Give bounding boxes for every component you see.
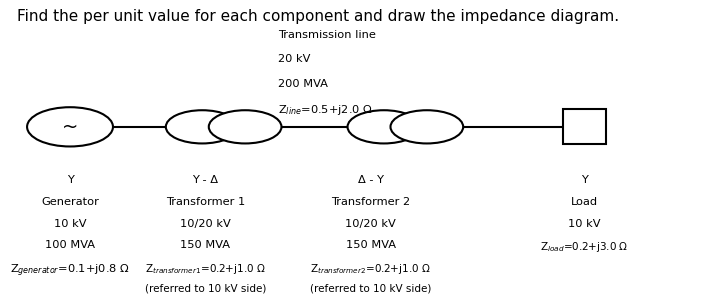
Text: Z$_{transformer1}$=0.2+j1.0 Ω: Z$_{transformer1}$=0.2+j1.0 Ω bbox=[145, 262, 266, 276]
Text: 20 kV: 20 kV bbox=[278, 54, 310, 64]
Circle shape bbox=[27, 107, 113, 146]
Circle shape bbox=[390, 110, 463, 143]
Text: 10 kV: 10 kV bbox=[568, 219, 600, 229]
Text: Load: Load bbox=[570, 197, 598, 207]
Text: Generator: Generator bbox=[41, 197, 99, 207]
Circle shape bbox=[348, 110, 420, 143]
Circle shape bbox=[209, 110, 282, 143]
Text: Y - Δ: Y - Δ bbox=[192, 175, 218, 185]
Text: ~: ~ bbox=[62, 117, 78, 136]
Text: 200 MVA: 200 MVA bbox=[278, 79, 328, 88]
Text: 10/20 kV: 10/20 kV bbox=[346, 219, 396, 229]
Text: 150 MVA: 150 MVA bbox=[181, 240, 230, 250]
Text: Y: Y bbox=[66, 175, 73, 185]
Text: Transmission line: Transmission line bbox=[278, 30, 376, 40]
Text: Z$_{generator}$=0.1+j0.8 Ω: Z$_{generator}$=0.1+j0.8 Ω bbox=[10, 262, 130, 278]
Text: Δ - Y: Δ - Y bbox=[358, 175, 384, 185]
Text: Y: Y bbox=[580, 175, 588, 185]
Text: Transformer 2: Transformer 2 bbox=[331, 197, 410, 207]
Text: 10 kV: 10 kV bbox=[54, 219, 86, 229]
Text: Transformer 1: Transformer 1 bbox=[166, 197, 245, 207]
Text: Z$_{load}$=0.2+j3.0 Ω: Z$_{load}$=0.2+j3.0 Ω bbox=[540, 240, 629, 254]
Text: (referred to 10 kV side): (referred to 10 kV side) bbox=[145, 284, 266, 294]
Text: (referred to 10 kV side): (referred to 10 kV side) bbox=[310, 284, 431, 294]
Text: 100 MVA: 100 MVA bbox=[45, 240, 95, 250]
Text: Z$_{line}$=0.5+j2.0 Ω: Z$_{line}$=0.5+j2.0 Ω bbox=[278, 103, 373, 117]
Text: Z$_{transformer2}$=0.2+j1.0 Ω: Z$_{transformer2}$=0.2+j1.0 Ω bbox=[310, 262, 431, 276]
Text: 150 MVA: 150 MVA bbox=[346, 240, 396, 250]
FancyBboxPatch shape bbox=[562, 110, 606, 144]
Text: Find the per unit value for each component and draw the impedance diagram.: Find the per unit value for each compone… bbox=[17, 9, 619, 24]
Text: 10/20 kV: 10/20 kV bbox=[180, 219, 231, 229]
Circle shape bbox=[166, 110, 238, 143]
